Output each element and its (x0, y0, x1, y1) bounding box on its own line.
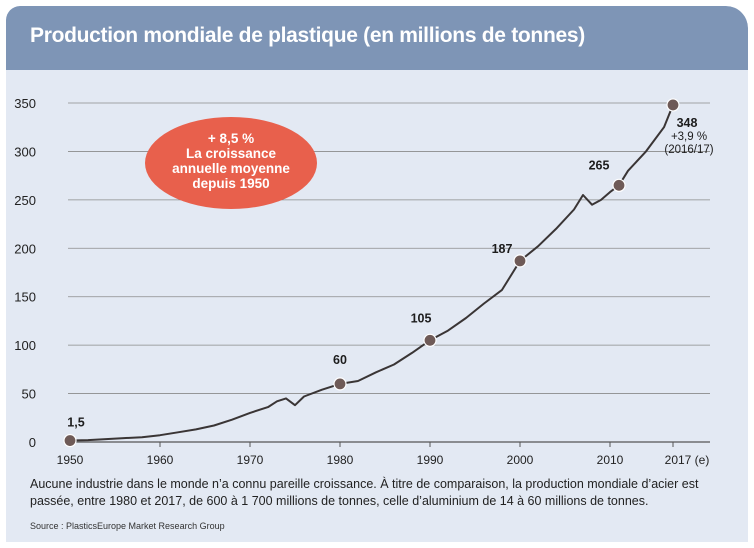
data-sublabel: +3,9 % (671, 131, 707, 143)
title-bar: Production mondiale de plastique (en mil… (6, 6, 748, 70)
plastic-production-chart: 0 50 100 150 200 250 300 350 1950 1960 1970 1980 199… (14, 96, 713, 467)
chart-caption: Aucune industrie dans le monde n’a connu… (30, 477, 699, 508)
data-label: 265 (589, 158, 610, 172)
x-tick-label: 2000 (507, 453, 534, 467)
data-point-marker (423, 333, 437, 347)
series-line (69, 104, 674, 442)
data-point-marker (513, 254, 527, 268)
y-tick-label: 50 (22, 387, 36, 402)
y-tick-label: 300 (14, 144, 36, 159)
y-tick-label: 350 (14, 96, 36, 111)
data-point-marker (612, 178, 626, 192)
x-tick-label: 1990 (417, 453, 444, 467)
growth-badge-text: La croissance (186, 146, 277, 161)
data-label: 187 (492, 242, 513, 256)
x-tick-label: 2017 (e) (665, 453, 710, 467)
y-tick-label: 0 (29, 435, 36, 450)
data-point-marker (666, 98, 680, 112)
y-tick-label: 150 (14, 290, 36, 305)
data-label: 1,5 (67, 416, 84, 430)
y-tick-label: 100 (14, 338, 36, 353)
data-point-marker (333, 377, 347, 391)
data-label: 105 (411, 311, 432, 325)
y-tick-label: 250 (14, 193, 36, 208)
x-tick-label: 1970 (237, 453, 264, 467)
source-note: Source : PlasticsEurope Market Research … (30, 521, 225, 531)
growth-badge (145, 117, 317, 209)
x-tick-label: 1950 (57, 453, 84, 467)
chart-card: Production mondiale de plastique (en mil… (6, 6, 748, 542)
x-tick-label: 1960 (147, 453, 174, 467)
data-sublabel: (2016/17) (664, 144, 713, 156)
data-label: 348 (677, 116, 698, 130)
growth-badge-text: depuis 1950 (192, 176, 269, 191)
x-tick-label: 1980 (327, 453, 354, 467)
y-tick-label: 200 (14, 241, 36, 256)
data-label: 60 (333, 353, 347, 367)
chart-title: Production mondiale de plastique (en mil… (30, 24, 585, 47)
growth-badge-text: + 8,5 % (208, 131, 254, 146)
x-tick-label: 2010 (597, 453, 624, 467)
growth-badge-text: annuelle moyenne (172, 161, 290, 176)
data-point-marker (63, 433, 77, 448)
